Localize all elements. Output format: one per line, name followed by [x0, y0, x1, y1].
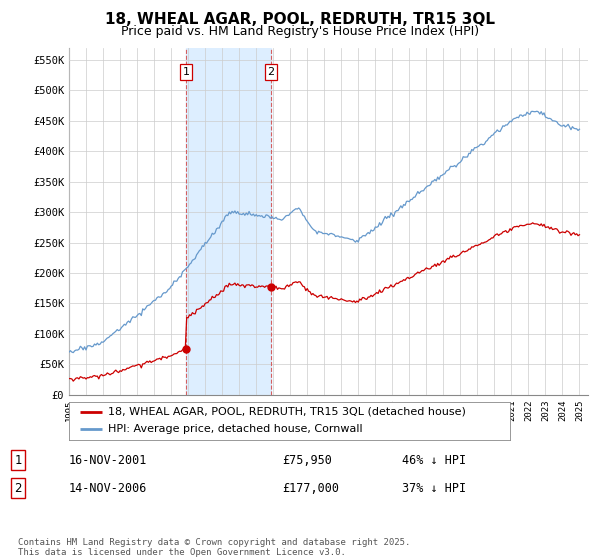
Text: £177,000: £177,000 [282, 482, 339, 495]
Text: 2: 2 [268, 67, 275, 77]
Text: Contains HM Land Registry data © Crown copyright and database right 2025.
This d: Contains HM Land Registry data © Crown c… [18, 538, 410, 557]
Text: 2: 2 [14, 482, 22, 495]
Text: 16-NOV-2001: 16-NOV-2001 [69, 454, 148, 467]
Text: 1: 1 [182, 67, 190, 77]
Text: 1: 1 [14, 454, 22, 467]
Text: 46% ↓ HPI: 46% ↓ HPI [402, 454, 466, 467]
Text: 18, WHEAL AGAR, POOL, REDRUTH, TR15 3QL: 18, WHEAL AGAR, POOL, REDRUTH, TR15 3QL [105, 12, 495, 27]
Text: 37% ↓ HPI: 37% ↓ HPI [402, 482, 466, 495]
Text: £75,950: £75,950 [282, 454, 332, 467]
Text: 14-NOV-2006: 14-NOV-2006 [69, 482, 148, 495]
Text: Price paid vs. HM Land Registry's House Price Index (HPI): Price paid vs. HM Land Registry's House … [121, 25, 479, 38]
Bar [186, 48, 271, 395]
Text: 18, WHEAL AGAR, POOL, REDRUTH, TR15 3QL (detached house): 18, WHEAL AGAR, POOL, REDRUTH, TR15 3QL … [108, 407, 466, 417]
Text: HPI: Average price, detached house, Cornwall: HPI: Average price, detached house, Corn… [108, 424, 362, 435]
